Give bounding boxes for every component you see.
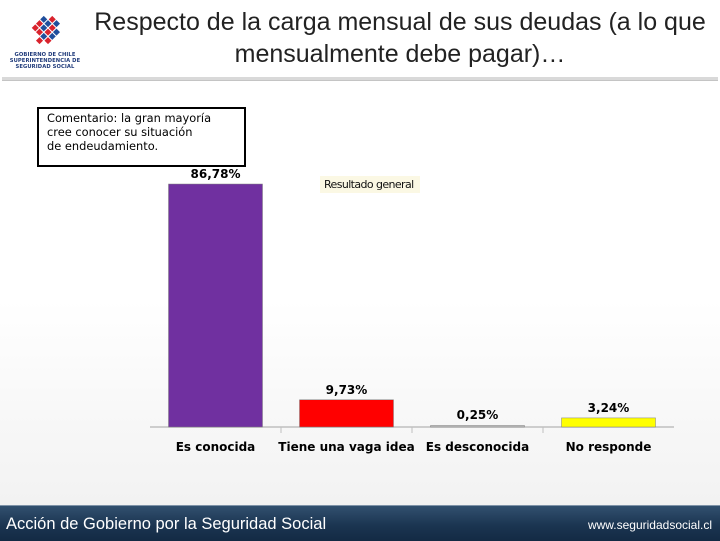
data-label: 86,78% xyxy=(191,167,241,181)
logo-line: SEGURIDAD SOCIAL xyxy=(15,64,75,70)
footer-website-link[interactable]: www.seguridadsocial.cl xyxy=(587,518,712,532)
page-title: Respecto de la carga mensual de sus deud… xyxy=(94,8,706,68)
comment-line: Comentario: la gran mayoría xyxy=(47,111,212,125)
logo-caption: GOBIERNO DE CHILE SUPERINTENDENCIA DE SE… xyxy=(4,52,86,70)
government-star-emblem-icon xyxy=(31,15,61,45)
data-label: 0,25% xyxy=(457,408,499,422)
x-tick-label: No responde xyxy=(566,440,652,454)
bar-tiene-una-vaga-idea xyxy=(299,399,394,428)
footer-slogan: Acción de Gobierno por la Seguridad Soci… xyxy=(6,515,327,533)
comment-line: de endeudamiento. xyxy=(47,139,159,153)
bar-es-conocida xyxy=(168,183,263,428)
x-tick-label: Tiene una vaga idea xyxy=(278,440,414,454)
data-label: 9,73% xyxy=(326,383,368,397)
logo-line: GOBIERNO DE CHILE xyxy=(14,52,76,58)
bar-es-desconocida xyxy=(430,425,525,428)
logo-line: SUPERINTENDENCIA DE xyxy=(9,58,81,64)
series-label: Resultado general xyxy=(320,176,420,193)
x-tick-label: Es desconocida xyxy=(426,440,529,454)
header-divider xyxy=(2,77,718,80)
comment-line: cree conocer su situación xyxy=(47,125,193,139)
bar-chart: 86,78% Es conocida 9,73% Tiene una vaga ide… xyxy=(150,167,674,454)
data-label: 3,24% xyxy=(588,401,630,415)
footer-bar: Acción de Gobierno por la Seguridad Soci… xyxy=(0,505,720,541)
x-tick-label: Es conocida xyxy=(176,440,256,454)
comment-box: Comentario: la gran mayoría cree conocer… xyxy=(37,107,246,167)
bar-no-responde xyxy=(561,417,656,428)
